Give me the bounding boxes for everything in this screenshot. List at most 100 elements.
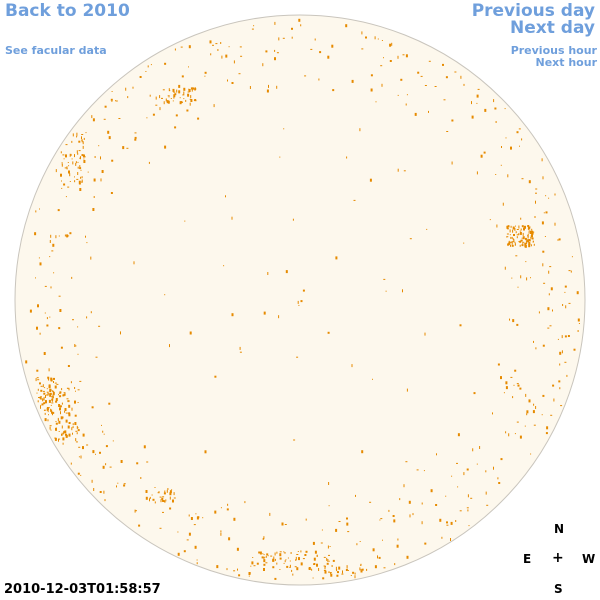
facula-speck xyxy=(191,89,193,92)
facula-speck xyxy=(81,176,83,179)
facula-speck xyxy=(541,158,543,162)
facula-speck xyxy=(169,344,170,348)
facula-speck xyxy=(441,536,443,539)
facula-speck xyxy=(77,326,79,328)
facula-speck xyxy=(519,230,521,232)
facula-speck xyxy=(48,414,49,416)
facula-speck xyxy=(414,112,417,116)
facula-speck xyxy=(524,425,526,427)
facula-speck xyxy=(400,78,403,81)
facula-speck xyxy=(291,36,293,39)
facula-speck xyxy=(372,548,375,552)
observation-timestamp: 2010-12-03T01:58:57 xyxy=(4,582,161,597)
facula-speck xyxy=(262,538,264,540)
facula-speck xyxy=(252,557,254,558)
facula-speck xyxy=(500,458,503,461)
facula-speck xyxy=(284,560,286,563)
facula-speck xyxy=(356,543,358,546)
facula-speck xyxy=(375,101,377,103)
facula-speck xyxy=(405,54,408,58)
facula-speck xyxy=(496,224,498,228)
facula-speck xyxy=(531,237,534,240)
facula-speck xyxy=(570,270,572,273)
facula-speck xyxy=(159,95,161,99)
facula-speck xyxy=(134,138,137,141)
facula-speck xyxy=(169,507,172,510)
facula-speck xyxy=(512,396,514,399)
facula-speck xyxy=(149,496,151,499)
facula-speck xyxy=(524,242,527,246)
facula-speck xyxy=(318,78,320,81)
next-day-link[interactable]: Next day xyxy=(510,18,595,38)
facula-speck xyxy=(163,101,165,105)
facula-speck xyxy=(509,229,511,233)
facula-speck xyxy=(45,400,47,404)
facula-speck xyxy=(192,87,195,90)
facula-speck xyxy=(75,430,78,432)
facula-speck xyxy=(58,394,59,396)
facula-speck xyxy=(35,277,36,279)
facula-speck xyxy=(69,153,71,157)
facula-speck xyxy=(335,566,337,570)
facula-speck xyxy=(519,244,521,247)
facula-speck xyxy=(76,150,78,154)
facula-speck xyxy=(52,391,55,395)
back-to-year-link[interactable]: Back to 2010 xyxy=(5,1,130,21)
facula-speck xyxy=(545,432,548,435)
facula-speck xyxy=(323,565,326,567)
facula-speck xyxy=(253,565,256,567)
facula-speck xyxy=(550,287,553,291)
facula-speck xyxy=(454,71,457,73)
facula-speck xyxy=(51,409,53,413)
facula-speck xyxy=(91,115,93,119)
facula-speck xyxy=(183,98,185,100)
facula-speck xyxy=(259,551,262,555)
facula-speck xyxy=(263,559,266,563)
facula-speck xyxy=(530,244,532,247)
facula-speck xyxy=(83,160,86,163)
facula-speck xyxy=(76,132,78,136)
facula-speck xyxy=(175,114,178,117)
facula-speck xyxy=(162,500,165,502)
facula-speck xyxy=(104,499,106,502)
facula-speck xyxy=(359,567,361,571)
facula-speck xyxy=(516,236,518,239)
facula-speck xyxy=(285,559,287,561)
facula-speck xyxy=(98,145,100,147)
facula-speck xyxy=(521,237,523,239)
facula-speck xyxy=(468,525,470,527)
compass-center-icon: + xyxy=(552,550,564,566)
facula-speck xyxy=(112,440,114,442)
facula-speck xyxy=(135,510,137,512)
facula-speck xyxy=(336,569,338,572)
facula-speck xyxy=(81,139,83,143)
facula-speck xyxy=(50,404,52,406)
facula-speck xyxy=(527,236,529,239)
facula-speck xyxy=(62,442,64,445)
facula-speck xyxy=(65,412,68,414)
facula-speck xyxy=(321,529,323,531)
facula-speck xyxy=(451,161,453,165)
facula-speck xyxy=(216,565,219,569)
previous-hour-link[interactable]: Previous hour xyxy=(510,44,597,57)
facula-speck xyxy=(54,437,57,439)
facula-speck xyxy=(82,141,84,145)
facular-regions xyxy=(25,18,580,580)
facula-speck xyxy=(125,87,127,91)
facula-speck xyxy=(165,499,167,502)
facula-speck xyxy=(263,568,265,571)
facula-speck xyxy=(61,388,63,391)
facula-speck xyxy=(313,557,316,561)
facula-speck xyxy=(463,472,465,476)
facula-speck xyxy=(476,463,478,465)
facula-speck xyxy=(46,391,49,393)
facula-speck xyxy=(194,88,197,90)
next-hour-link[interactable]: Next hour xyxy=(535,56,598,69)
previous-day-link[interactable]: Previous day xyxy=(471,1,595,21)
see-facular-data-link[interactable]: See facular data xyxy=(5,44,107,57)
facula-speck xyxy=(542,344,545,347)
facula-speck xyxy=(70,153,72,156)
facula-speck xyxy=(40,398,43,400)
facula-speck xyxy=(66,398,69,400)
facula-speck xyxy=(352,571,355,574)
